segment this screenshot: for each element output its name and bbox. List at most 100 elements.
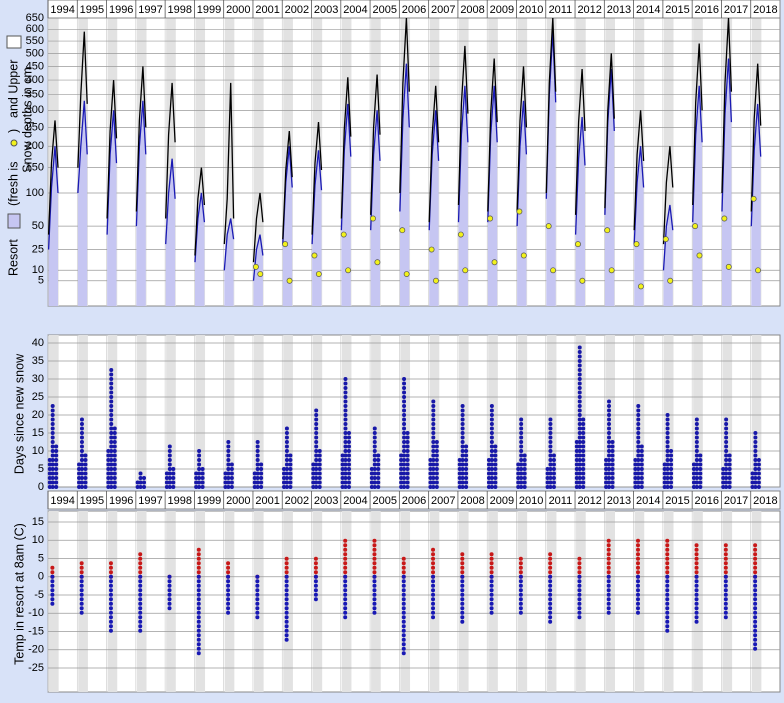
y-tick-label: 10 (32, 264, 44, 276)
x-tick-label: 2006 (402, 4, 426, 16)
y-tick-label: 600 (26, 23, 44, 35)
season-band (605, 511, 615, 692)
x-tick-label: 2008 (460, 4, 484, 16)
y-tick-label: 25 (32, 391, 44, 403)
season-band (517, 511, 527, 692)
x-tick-label: 2017 (724, 4, 748, 16)
x-tick-label: 2015 (665, 4, 689, 16)
point (346, 268, 351, 273)
x-tick-label: 2001 (255, 495, 279, 507)
season-band (108, 511, 118, 692)
y-tick-label: 40 (32, 337, 44, 349)
y-tick-label: 50 (32, 220, 44, 232)
x-tick-label: 2006 (402, 495, 426, 507)
point (726, 264, 731, 269)
season-band (400, 511, 410, 692)
x-tick-label: 2012 (577, 4, 601, 16)
x-tick-label: 2016 (695, 495, 719, 507)
x-tick-label: 2016 (695, 4, 719, 16)
y-tick-label: 400 (26, 74, 44, 86)
x-tick-label: 2003 (314, 495, 338, 507)
season-band (693, 511, 703, 692)
y-axis-label: Temp in resort at 8am (C) (12, 523, 26, 665)
y-tick-label: -15 (28, 625, 44, 637)
x-tick-label: 1997 (138, 4, 162, 16)
y-tick-label: 100 (26, 187, 44, 199)
point (697, 253, 702, 258)
season-band (49, 511, 59, 692)
season-band (225, 511, 235, 692)
season-band (752, 511, 762, 692)
point (341, 232, 346, 237)
season-band (722, 511, 732, 692)
x-tick-label: 2013 (607, 495, 631, 507)
y-tick-label: 25 (32, 243, 44, 255)
x-tick-label: 2010 (519, 495, 543, 507)
point (492, 260, 497, 265)
point (312, 253, 317, 258)
point (575, 242, 580, 247)
x-tick-label: 2017 (724, 495, 748, 507)
season-band (430, 511, 440, 692)
point (638, 284, 643, 289)
point (283, 242, 288, 247)
legend-icon (7, 36, 21, 48)
point (463, 268, 468, 273)
x-tick-label: 2011 (549, 495, 573, 507)
x-tick-label: 1999 (197, 495, 221, 507)
x-tick-label: 2003 (314, 4, 338, 16)
point (521, 253, 526, 258)
x-tick-label: 1999 (197, 4, 221, 16)
point (429, 247, 434, 252)
y-tick-label: 15 (32, 516, 44, 528)
season-band (459, 511, 469, 692)
x-tick-label: 1998 (168, 495, 192, 507)
point (580, 278, 585, 283)
x-tick-label: 2009 (490, 495, 514, 507)
point (400, 228, 405, 233)
season-band (313, 511, 323, 692)
y-tick-label: 450 (26, 60, 44, 72)
point (458, 232, 463, 237)
point (433, 278, 438, 283)
y-tick-label: 150 (26, 162, 44, 174)
point (755, 268, 760, 273)
season-band (78, 511, 88, 692)
x-tick-label: 1995 (80, 4, 104, 16)
y-tick-label: 20 (32, 409, 44, 421)
season-band (664, 511, 674, 692)
x-tick-label: 2012 (577, 495, 601, 507)
x-tick-label: 1994 (50, 495, 74, 507)
season-band (547, 511, 557, 692)
y-tick-label: 0 (38, 481, 44, 493)
y-tick-label: 250 (26, 121, 44, 133)
x-tick-label: 2005 (372, 4, 396, 16)
point (287, 278, 292, 283)
x-tick-label: 2008 (460, 495, 484, 507)
point (605, 228, 610, 233)
point (550, 268, 555, 273)
y-tick-label: 35 (32, 355, 44, 367)
point (370, 216, 375, 221)
y-label-part: Resort (6, 239, 20, 276)
season-band (195, 511, 205, 692)
point (375, 260, 380, 265)
x-tick-label: 1995 (80, 495, 104, 507)
point (546, 224, 551, 229)
x-tick-label: 2013 (607, 4, 631, 16)
x-tick-label: 2011 (549, 4, 573, 16)
y-tick-label: -25 (28, 662, 44, 674)
x-tick-label: 2018 (753, 4, 777, 16)
point (609, 268, 614, 273)
season-band (488, 511, 498, 692)
y-label-part: ) (6, 129, 20, 133)
season-band (635, 511, 645, 692)
point (668, 278, 673, 283)
x-tick-label: 1996 (109, 495, 133, 507)
x-tick-label: 2010 (519, 4, 543, 16)
point (488, 216, 493, 221)
point (634, 242, 639, 247)
y-tick-label: 5 (38, 463, 44, 475)
x-tick-label: 2014 (636, 4, 660, 16)
